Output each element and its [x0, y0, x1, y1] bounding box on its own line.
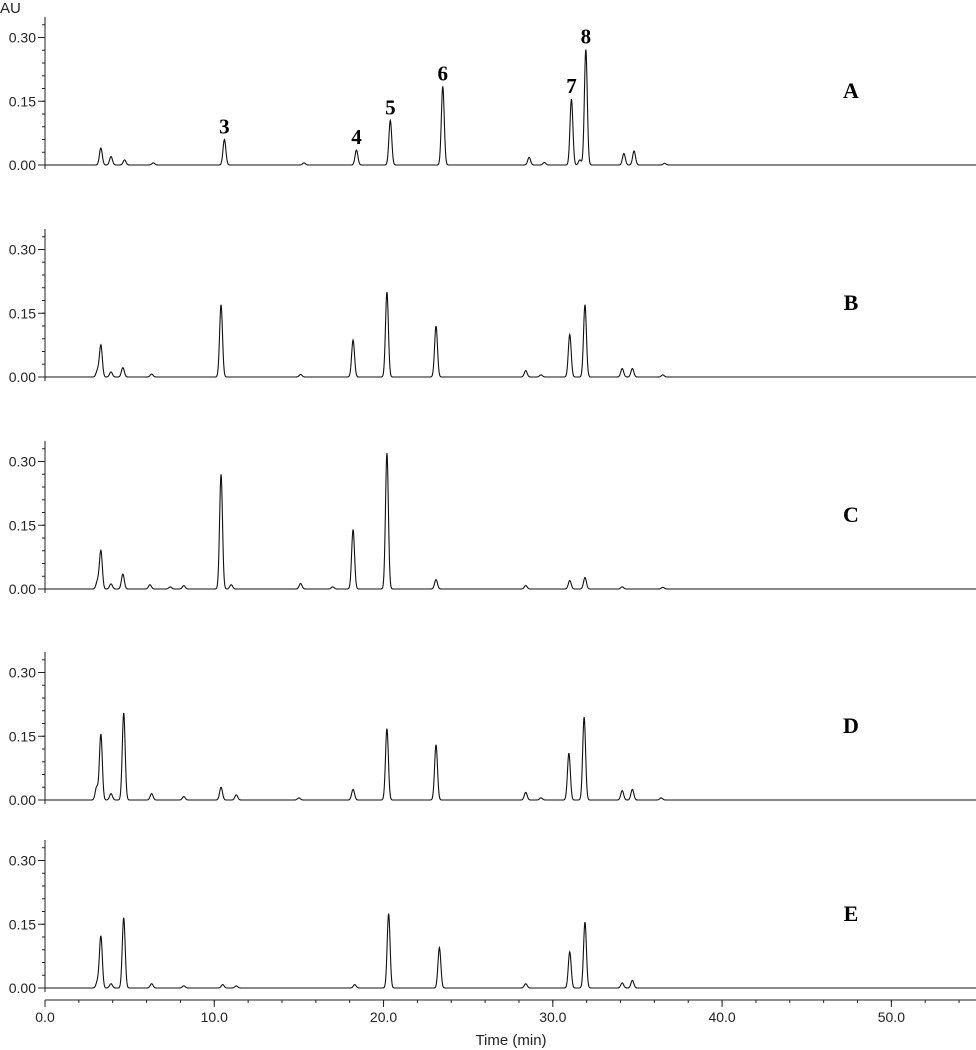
y-unit-label: AU [0, 0, 21, 17]
x-axis-title: Time (min) [475, 1032, 546, 1049]
x-tick-label: 40.0 [708, 1009, 735, 1025]
peak-label-4: 4 [351, 125, 362, 149]
trace-line [45, 913, 976, 989]
x-tick-label: 50.0 [878, 1009, 905, 1025]
y-tick-label: 0.30 [9, 242, 36, 258]
y-tick-label: 0.00 [9, 980, 36, 996]
y-tick-label: 0.30 [9, 30, 36, 46]
peak-label-7: 7 [566, 74, 577, 98]
y-tick-label: 0.15 [9, 517, 36, 533]
peak-label-8: 8 [581, 24, 592, 48]
y-tick-label: 0.30 [9, 665, 36, 681]
y-tick-label: 0.15 [9, 93, 36, 109]
panel-b: 0.00 0.15 0.30 B [9, 229, 976, 385]
y-tick-label: 0.15 [9, 728, 36, 744]
peak-label-6: 6 [438, 61, 449, 85]
panel-d: 0.00 0.15 0.30 D [9, 652, 976, 808]
panel-c: 0.00 0.15 0.30 C [9, 441, 976, 597]
panels: 0.00 0.15 0.30 3 45 6 7 8 A 0.00 0.15 0.30 B 0.00 0.15… [9, 17, 976, 996]
y-tick-label: 0.15 [9, 916, 36, 932]
y-tick-label: 0.00 [9, 157, 36, 173]
panel-e: 0.00 0.15 0.30 E [9, 840, 976, 996]
y-tick-label: 0.00 [9, 581, 36, 597]
panel-label-b: B [844, 290, 859, 315]
x-axis: 0.0 10.0 20.0 30.0 40.0 50.0 [35, 999, 976, 1025]
x-tick-label: 20.0 [370, 1009, 397, 1025]
panel-a: 0.00 0.15 0.30 3 45 6 7 8 A [9, 17, 976, 173]
x-tick-label: 0.0 [35, 1009, 55, 1025]
y-tick-label: 0.00 [9, 792, 36, 808]
panel-label-d: D [843, 713, 859, 738]
trace-line [45, 452, 976, 590]
x-tick-label: 10.0 [201, 1009, 228, 1025]
y-tick-label: 0.00 [9, 369, 36, 385]
y-tick-label: 0.15 [9, 305, 36, 321]
y-tick-label: 0.30 [9, 853, 36, 869]
trace-line [45, 291, 976, 378]
panel-label-a: A [843, 78, 859, 103]
trace-line [45, 712, 976, 801]
trace-line [45, 49, 976, 166]
y-tick-label: 0.30 [9, 454, 36, 470]
x-tick-label: 30.0 [539, 1009, 566, 1025]
panel-label-e: E [844, 901, 859, 926]
panel-label-c: C [843, 502, 859, 527]
peak-label-3: 3 [219, 115, 230, 139]
peak-label-5: 5 [385, 95, 396, 119]
